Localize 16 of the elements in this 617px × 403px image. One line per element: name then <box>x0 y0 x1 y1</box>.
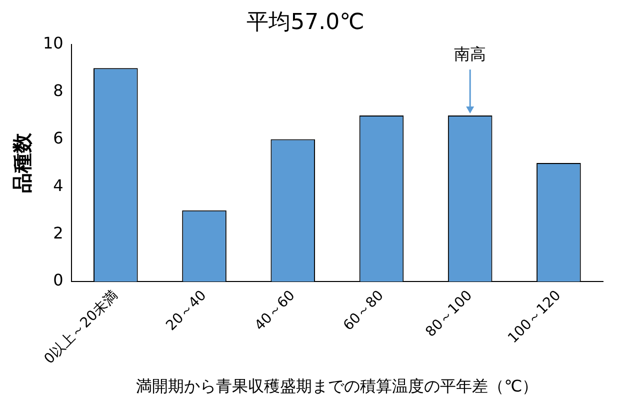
x-tick-label: 60～80 <box>340 288 387 334</box>
y-axis-title: 品種数 <box>10 132 34 193</box>
y-tick-label: 0 <box>53 270 64 290</box>
y-tick-label: 2 <box>53 223 64 242</box>
y-tick-label: 6 <box>53 128 64 148</box>
x-axis-title: 満開期から青果収穫盛期までの積算温度の平年差（℃） <box>136 376 538 396</box>
x-tick-label: 40～60 <box>252 288 298 334</box>
y-tick-label: 10 <box>43 34 64 53</box>
annotation: 南高 <box>454 44 486 64</box>
x-tick-label: 20～40 <box>163 288 210 334</box>
x-tick-label: 80～100 <box>422 288 476 340</box>
y-tick-label: 4 <box>53 176 64 195</box>
chart-title: 平均57.0℃ <box>246 10 364 35</box>
x-tick-label: 0以上～20未満 <box>41 288 122 368</box>
y-tick-label: 8 <box>53 80 64 100</box>
x-tick-label: 100～120 <box>505 288 564 347</box>
